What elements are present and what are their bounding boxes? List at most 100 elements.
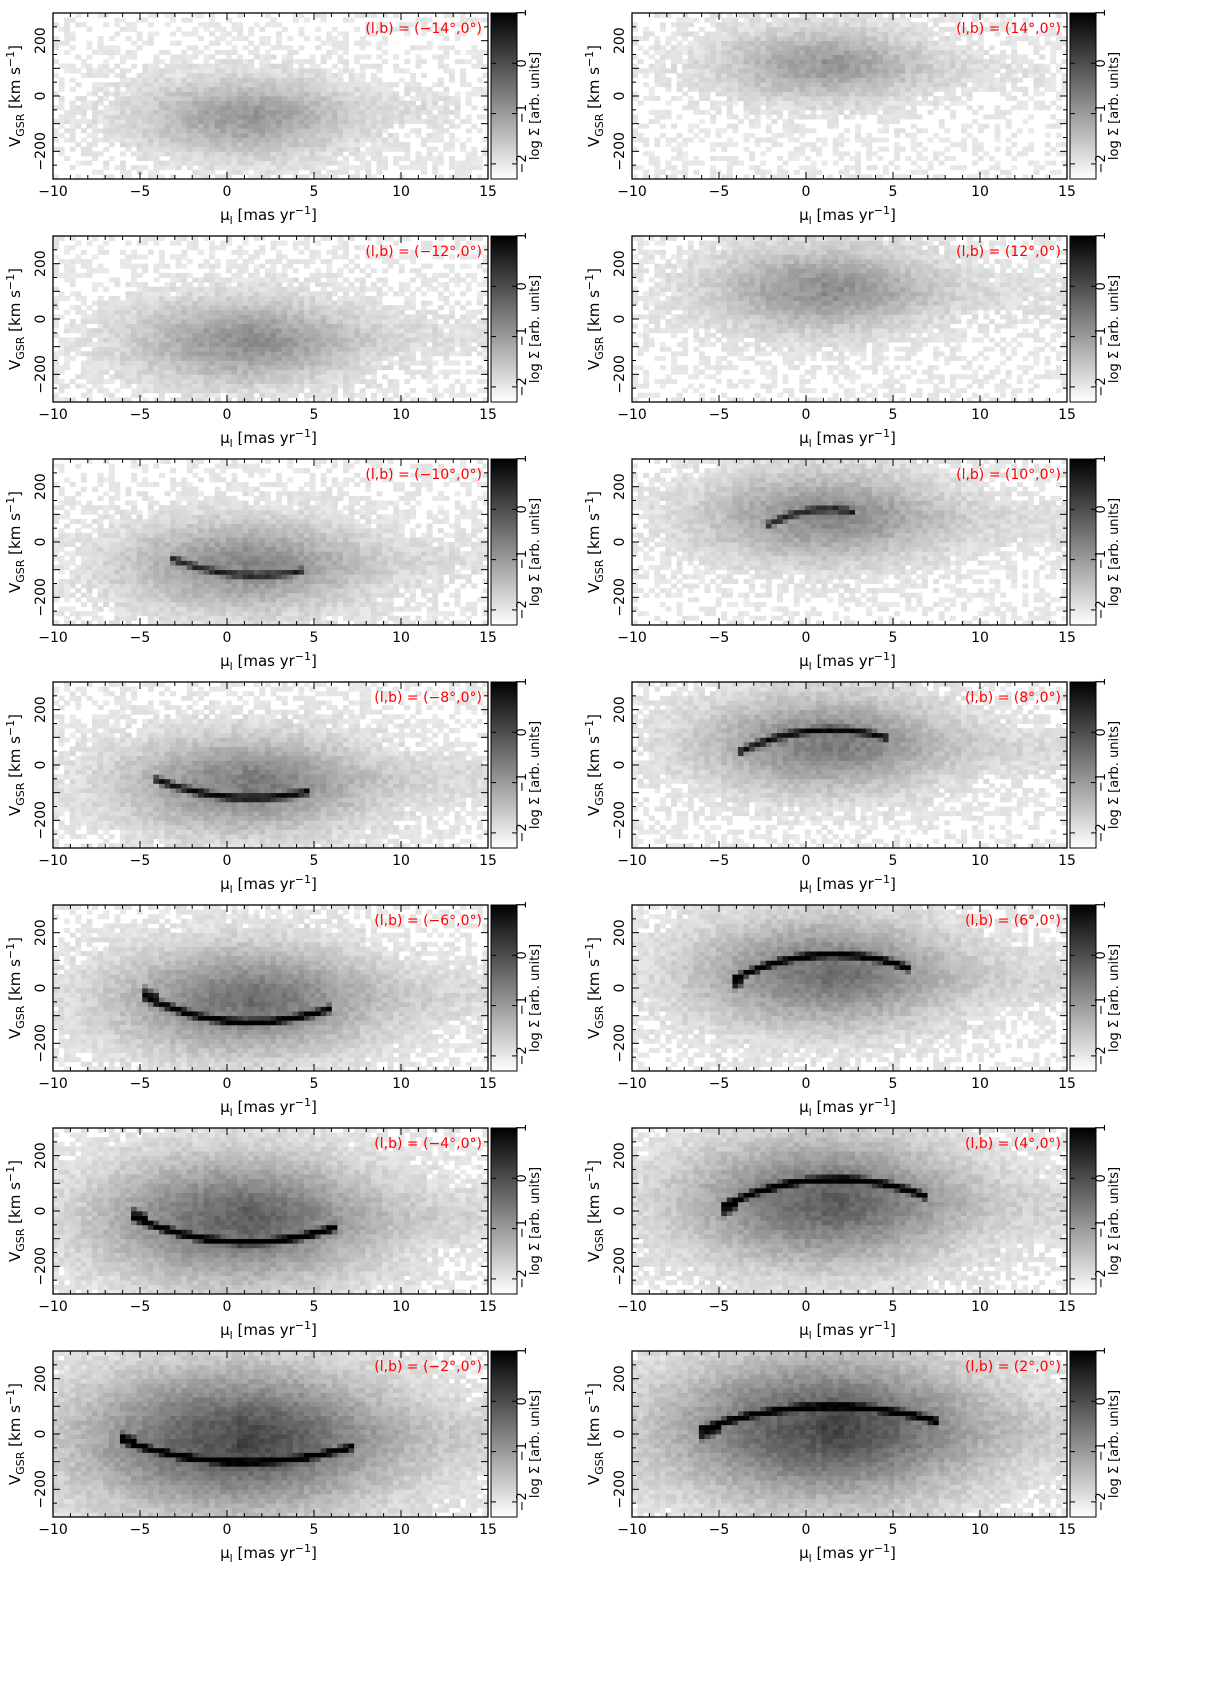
heatmap-cell <box>432 114 439 120</box>
heatmap-cell <box>343 17 349 23</box>
heatmap-cell <box>721 36 728 42</box>
heatmap-cell <box>726 45 733 51</box>
heatmap-cell <box>888 22 895 28</box>
heatmap-cell <box>136 132 143 138</box>
heatmap-cell <box>398 109 405 115</box>
heatmap-cell <box>376 155 383 161</box>
heatmap-cell <box>203 137 210 143</box>
heatmap-cell <box>125 378 132 384</box>
heatmap-cell <box>281 346 288 352</box>
heatmap-cell <box>894 105 901 111</box>
heatmap-cell <box>415 119 422 125</box>
heatmap-cell <box>676 114 683 120</box>
heatmap-cell <box>248 259 255 265</box>
heatmap-cell <box>994 128 1001 134</box>
heatmap-cell <box>170 105 177 111</box>
heatmap-cell <box>181 328 188 334</box>
heatmap-cell <box>264 82 271 88</box>
heatmap-cell <box>1016 63 1023 69</box>
heatmap-cell <box>910 86 917 92</box>
heatmap-cell <box>153 277 160 283</box>
heatmap-cell <box>281 86 288 92</box>
heatmap-cell <box>376 86 383 92</box>
heatmap-cell <box>737 68 744 74</box>
heatmap-cell <box>922 72 928 78</box>
heatmap-cell <box>259 249 266 255</box>
heatmap-cell <box>147 142 154 148</box>
heatmap-cell <box>671 45 678 51</box>
heatmap-cell <box>270 268 277 274</box>
heatmap-cell <box>443 86 450 92</box>
heatmap-cell <box>432 146 439 152</box>
heatmap-cell <box>248 392 255 398</box>
heatmap-cell <box>92 332 99 338</box>
y-axis-label: VGSR [km s−1] <box>4 45 27 147</box>
heatmap-cell <box>237 342 244 348</box>
heatmap-cell <box>281 128 288 134</box>
heatmap-cell <box>721 82 728 88</box>
heatmap-cell <box>108 128 115 134</box>
heatmap-cell <box>198 114 204 120</box>
heatmap-cell <box>248 332 255 338</box>
heatmap-cell <box>866 155 873 161</box>
heatmap-cell <box>877 114 884 120</box>
heatmap-cell <box>843 96 850 102</box>
heatmap-cell <box>343 123 349 129</box>
heatmap-cell <box>387 105 394 111</box>
heatmap-cell <box>92 314 99 320</box>
heatmap-cell <box>53 351 59 357</box>
heatmap-cell <box>142 374 149 380</box>
heatmap-cell <box>287 309 294 315</box>
heatmap-cell <box>810 146 817 152</box>
heatmap-cell <box>264 332 271 338</box>
heatmap-cell <box>125 146 132 152</box>
heatmap-cell <box>977 142 984 148</box>
heatmap-cell <box>682 160 689 166</box>
heatmap-cell <box>237 160 244 166</box>
heatmap-cell <box>894 91 901 97</box>
heatmap-cell <box>153 174 160 180</box>
heatmap-cell <box>370 63 377 69</box>
heatmap-cell <box>186 374 193 380</box>
heatmap-cell <box>97 388 104 394</box>
heatmap-cell <box>309 119 316 125</box>
heatmap-cell <box>821 13 828 19</box>
heatmap-cell <box>225 49 232 55</box>
heatmap-cell <box>281 142 288 148</box>
heatmap-cell <box>760 72 767 78</box>
heatmap-cell <box>732 40 739 46</box>
heatmap-cell <box>214 63 221 69</box>
heatmap-cell <box>855 132 862 138</box>
heatmap-cell <box>276 291 283 297</box>
heatmap-cell <box>860 59 867 65</box>
heatmap-cell <box>1005 17 1012 23</box>
heatmap-cell <box>354 86 361 92</box>
heatmap-cell <box>209 72 216 78</box>
heatmap-cell <box>58 369 65 375</box>
x-tick-label: 5 <box>310 184 319 200</box>
heatmap-cell <box>125 309 132 315</box>
heatmap-cell <box>253 291 260 297</box>
heatmap-cell <box>1016 36 1023 42</box>
heatmap-cell <box>242 169 249 175</box>
heatmap-cell <box>181 342 188 348</box>
heatmap-cell <box>799 49 806 55</box>
heatmap-cell <box>292 355 299 361</box>
heatmap-cell <box>437 31 444 37</box>
heatmap-cell <box>175 319 182 325</box>
heatmap-cell <box>303 36 310 42</box>
heatmap-cell <box>359 40 366 46</box>
heatmap-cell <box>348 128 355 134</box>
heatmap-cell <box>253 397 260 403</box>
heatmap-cell <box>426 86 433 92</box>
heatmap-cell <box>676 31 683 37</box>
heatmap-cell <box>710 40 717 46</box>
heatmap-cell <box>142 286 149 292</box>
heatmap-cell <box>715 86 722 92</box>
heatmap-cell <box>69 77 76 83</box>
heatmap-cell <box>832 151 839 157</box>
heatmap-cell <box>298 132 305 138</box>
heatmap-cell <box>186 392 193 398</box>
heatmap-cell <box>292 378 299 384</box>
x-tick-label: 15 <box>1058 184 1076 200</box>
